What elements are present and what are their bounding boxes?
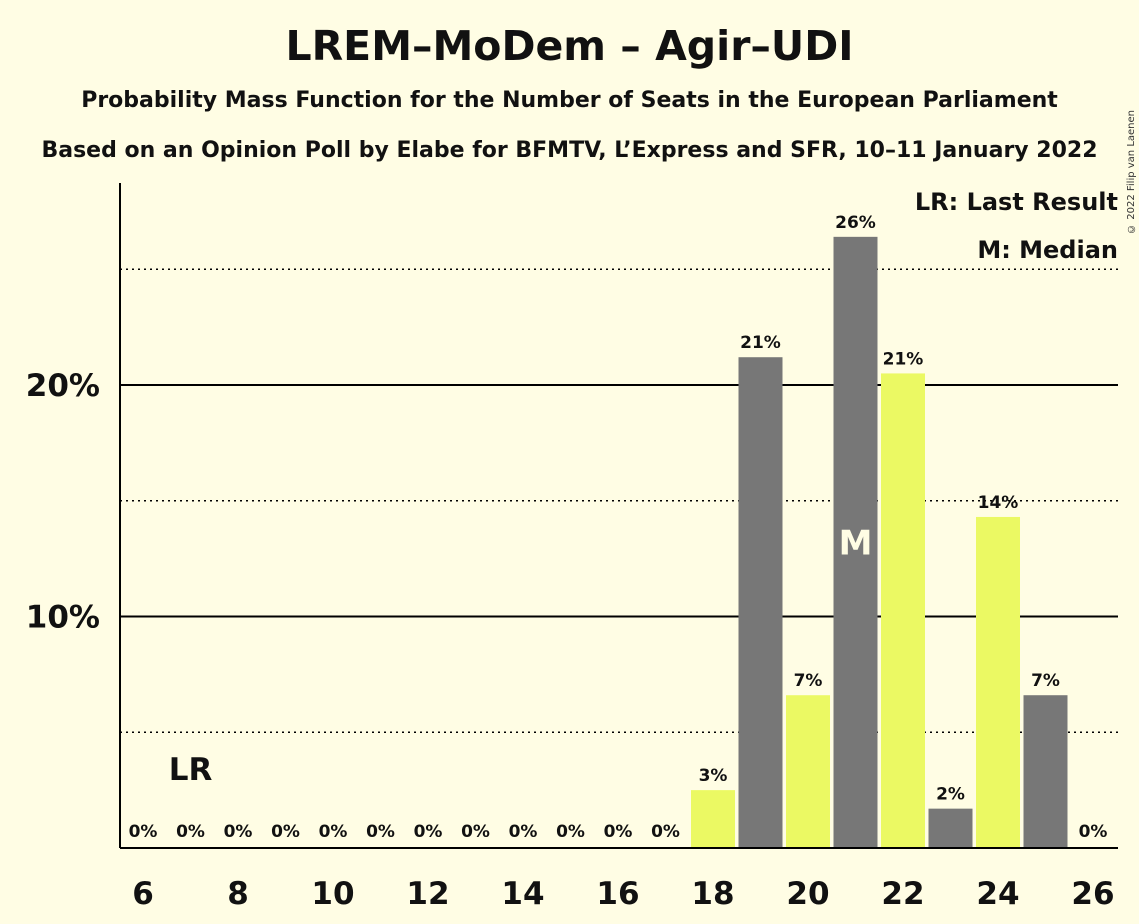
legend-last-result: LR: Last Result [915,188,1118,216]
data-label-seat-18: 3% [699,766,728,786]
x-tick-label-8: 8 [227,876,249,912]
bar-seat-21 [833,236,878,849]
data-label-seat-15: 0% [556,822,585,842]
data-label-seat-23: 2% [936,785,965,805]
y-tick-label-10: 10% [26,600,100,636]
data-label-seat-9: 0% [271,822,300,842]
x-tick-label-12: 12 [406,876,449,912]
data-label-seat-24: 14% [978,493,1019,513]
bars-group [691,236,1068,849]
data-label-seat-14: 0% [509,822,538,842]
x-tick-label-20: 20 [786,876,829,912]
data-label-seat-8: 0% [224,822,253,842]
bar-seat-24 [976,516,1020,848]
bar-seat-20 [786,695,830,848]
x-tick-label-26: 26 [1071,876,1114,912]
axes-group: 10% 20% 6 8 10 12 14 16 18 20 22 24 26 [26,183,1118,912]
data-label-seat-16: 0% [604,822,633,842]
chart-source-line: Based on an Opinion Poll by Elabe for BF… [41,138,1098,163]
data-labels-group: 0% 0% 0% 0% 0% 0% 0% 0% 0% 0% 0% 0% 3% 21% 7% 26% 21% 2% 1… [129,213,1108,842]
median-marker: M [839,523,873,563]
data-label-seat-26: 0% [1079,822,1108,842]
bar-seat-23 [928,808,973,848]
data-label-seat-11: 0% [366,822,395,842]
legend-median: M: Median [977,236,1118,264]
x-tick-label-6: 6 [132,876,154,912]
data-label-seat-13: 0% [461,822,490,842]
bar-seat-18 [691,790,735,848]
last-result-marker: LR [169,752,213,788]
data-label-seat-25: 7% [1031,671,1060,691]
legend: LR: Last Result M: Median [915,188,1118,264]
chart-subtitle: Probability Mass Function for the Number… [81,88,1058,113]
data-label-seat-7: 0% [176,822,205,842]
bar-seat-22 [881,373,925,848]
gridlines [120,268,1118,733]
data-label-seat-21: 26% [835,213,876,233]
data-label-seat-12: 0% [414,822,443,842]
x-tick-label-18: 18 [691,876,734,912]
y-tick-label-20: 20% [26,368,100,404]
x-tick-label-16: 16 [596,876,639,912]
data-label-seat-19: 21% [740,333,781,353]
bar-seat-25 [1023,695,1068,848]
chart-title: LREM–MoDem – Agir–UDI [285,22,854,70]
bar-seat-19 [738,357,783,848]
data-label-seat-10: 0% [319,822,348,842]
x-tick-label-24: 24 [976,876,1019,912]
data-label-seat-22: 21% [883,349,924,369]
data-label-seat-6: 0% [129,822,158,842]
data-label-seat-20: 7% [794,671,823,691]
x-tick-label-10: 10 [311,876,354,912]
x-tick-label-22: 22 [881,876,924,912]
x-tick-label-14: 14 [501,876,544,912]
data-label-seat-17: 0% [651,822,680,842]
